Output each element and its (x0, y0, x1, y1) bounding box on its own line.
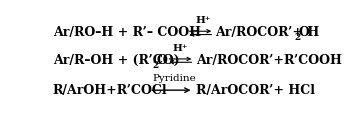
Text: 2: 2 (152, 61, 158, 70)
Text: O: O (156, 54, 167, 67)
Text: Pyridine: Pyridine (152, 74, 196, 83)
Text: Ar/RO–H + R’– COOH: Ar/RO–H + R’– COOH (53, 26, 201, 39)
Text: Ar/R–OH + (R’CO): Ar/R–OH + (R’CO) (53, 54, 179, 67)
Text: R/ArOH+R’COCl: R/ArOH+R’COCl (53, 84, 167, 97)
Text: Ar/ROCOR’+R’COOH: Ar/ROCOR’+R’COOH (196, 54, 342, 67)
Text: H⁺: H⁺ (195, 16, 211, 25)
Text: R/ArOCOR’+ HCl: R/ArOCOR’+ HCl (196, 84, 315, 97)
Text: 2: 2 (294, 33, 300, 42)
Text: H⁺: H⁺ (173, 44, 188, 53)
Text: O: O (298, 26, 309, 39)
Text: Ar/ROCOR’+ H: Ar/ROCOR’+ H (216, 26, 320, 39)
